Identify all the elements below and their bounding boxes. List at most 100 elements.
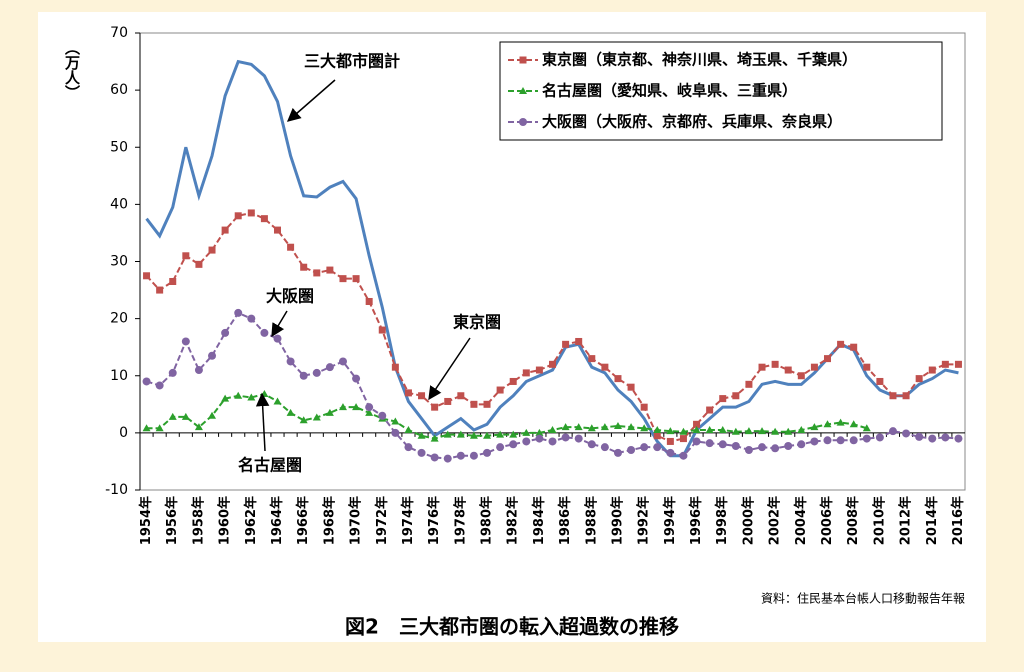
- y-tick-label: -10: [105, 482, 128, 498]
- marker: [928, 434, 937, 443]
- x-tick-label: 1970年: [348, 496, 364, 545]
- marker: [784, 366, 792, 374]
- marker: [443, 454, 452, 463]
- x-tick-label: 1956年: [164, 496, 180, 545]
- x-tick-label: 2014年: [924, 496, 940, 545]
- marker: [718, 440, 727, 449]
- marker: [693, 420, 701, 428]
- marker: [365, 403, 374, 412]
- marker: [587, 440, 596, 449]
- marker: [496, 430, 505, 438]
- marker: [456, 451, 465, 460]
- marker: [797, 440, 806, 449]
- y-axis-label: （万人）: [63, 40, 81, 100]
- annotation-arrow: [428, 337, 471, 401]
- x-tick-label: 1994年: [662, 496, 678, 545]
- marker: [312, 368, 321, 377]
- annotation: 三大都市圏計: [304, 52, 400, 71]
- marker: [823, 436, 832, 445]
- marker: [443, 430, 452, 438]
- marker: [182, 252, 190, 260]
- annotation-arrow: [255, 392, 270, 452]
- marker: [836, 418, 845, 426]
- marker: [653, 426, 662, 434]
- y-tick-label: 40: [110, 196, 128, 212]
- x-tick-label: 1998年: [714, 496, 730, 545]
- marker: [260, 215, 268, 223]
- marker: [640, 403, 648, 411]
- x-tick-label: 1972年: [374, 496, 390, 545]
- marker: [627, 446, 636, 455]
- marker: [299, 416, 308, 424]
- marker: [574, 423, 583, 431]
- marker: [181, 412, 190, 420]
- legend-label: 大阪圏（大阪府、京都府、兵庫県、奈良県）: [542, 113, 842, 131]
- marker: [863, 363, 871, 371]
- marker: [365, 297, 373, 305]
- marker: [522, 437, 531, 446]
- marker: [417, 448, 426, 457]
- marker: [352, 275, 360, 283]
- x-tick-label: 2012年: [898, 496, 914, 545]
- marker: [666, 437, 674, 445]
- marker: [810, 423, 819, 431]
- marker: [325, 363, 334, 372]
- marker: [600, 423, 609, 431]
- x-tick-label: 1986年: [557, 496, 573, 545]
- y-tick-label: 60: [110, 82, 128, 98]
- marker: [731, 442, 740, 451]
- y-tick-label: 30: [110, 254, 128, 270]
- annotation-arrow: [286, 79, 336, 122]
- marker: [181, 337, 190, 346]
- marker: [824, 355, 831, 363]
- marker: [601, 363, 609, 371]
- x-tick-label: 1982年: [505, 496, 521, 545]
- marker: [562, 340, 570, 348]
- x-tick-label: 2008年: [845, 496, 861, 545]
- marker: [666, 427, 675, 435]
- marker: [352, 403, 361, 411]
- marker: [836, 436, 845, 445]
- marker: [483, 400, 491, 408]
- x-tick-label: 1958年: [190, 496, 206, 545]
- marker: [666, 448, 675, 457]
- marker: [679, 451, 688, 460]
- marker: [234, 212, 242, 220]
- marker: [548, 426, 557, 434]
- marker: [888, 427, 897, 436]
- marker: [719, 395, 727, 403]
- marker: [706, 406, 714, 414]
- marker: [352, 374, 361, 383]
- marker: [915, 432, 924, 441]
- marker: [299, 371, 308, 380]
- marker: [221, 328, 230, 337]
- marker: [247, 209, 255, 217]
- marker: [391, 428, 400, 437]
- marker: [509, 377, 517, 385]
- marker: [614, 375, 622, 383]
- x-tick-label: 1996年: [688, 496, 704, 545]
- marker: [300, 263, 308, 271]
- marker: [771, 427, 780, 435]
- x-tick-label: 1990年: [609, 496, 625, 545]
- marker: [221, 394, 230, 402]
- marker: [496, 443, 505, 452]
- marker: [588, 355, 596, 363]
- x-tick-label: 1966年: [295, 496, 311, 545]
- marker: [653, 443, 662, 452]
- annotation: 名古屋圏: [238, 456, 302, 475]
- marker: [431, 403, 439, 411]
- marker: [797, 372, 805, 380]
- marker: [519, 56, 527, 64]
- marker: [404, 426, 413, 434]
- marker: [744, 427, 753, 435]
- marker: [705, 426, 714, 434]
- marker: [195, 260, 203, 268]
- legend-box: [499, 41, 943, 141]
- marker: [208, 246, 216, 254]
- marker: [457, 392, 465, 400]
- marker: [286, 408, 295, 416]
- x-tick-label: 2004年: [793, 496, 809, 545]
- marker: [208, 411, 217, 419]
- marker: [156, 286, 164, 294]
